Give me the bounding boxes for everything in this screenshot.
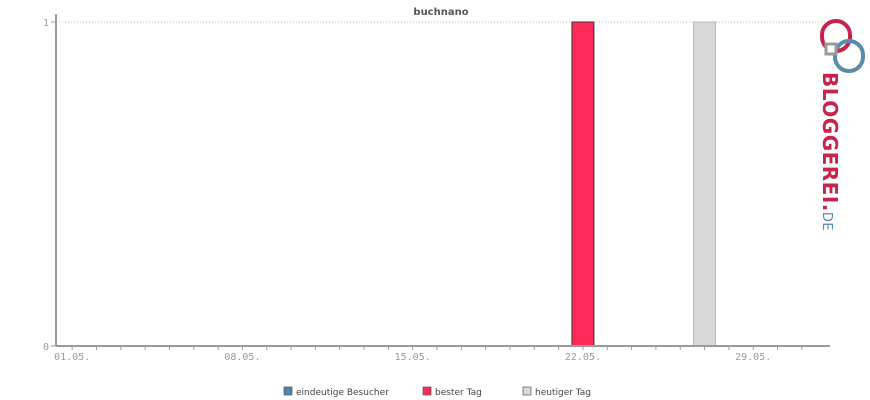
x-tick-label: 29.05. xyxy=(735,352,771,363)
legend-label: eindeutige Besucher xyxy=(296,388,389,398)
legend-label: heutiger Tag xyxy=(535,388,591,398)
bars-layer xyxy=(571,21,717,347)
chart-title: buchnano xyxy=(413,7,468,18)
legend-swatch xyxy=(522,386,532,396)
logo-wordmark: BLOGGEREI.DE xyxy=(818,72,842,231)
bar-bester-tag xyxy=(571,21,595,347)
x-tick-label: 01.05. xyxy=(54,352,90,363)
legend-item: eindeutige Besucher xyxy=(283,386,389,398)
logo-mark-icon xyxy=(820,19,865,73)
legend: eindeutige Besucher bester Tag heutiger Ta… xyxy=(283,386,591,398)
ticks-layer: 0 1 01.05. 08.05. 15.05. 22.05. 29.05. xyxy=(43,18,803,363)
y-tick-label: 0 xyxy=(43,342,49,353)
axes-layer xyxy=(55,14,830,347)
bloggerei-logo: BLOGGEREI.DE xyxy=(818,19,865,231)
x-tick-label: 15.05. xyxy=(395,352,431,363)
y-tick-label: 1 xyxy=(43,18,49,29)
legend-label: bester Tag xyxy=(435,388,482,398)
x-tick-label: 22.05. xyxy=(565,352,601,363)
legend-item: bester Tag xyxy=(422,386,482,398)
legend-swatch xyxy=(283,386,293,396)
legend-item: heutiger Tag xyxy=(522,386,591,398)
bar-heutiger-tag xyxy=(693,21,717,347)
legend-swatch xyxy=(422,386,432,396)
x-tick-label: 08.05. xyxy=(224,352,260,363)
